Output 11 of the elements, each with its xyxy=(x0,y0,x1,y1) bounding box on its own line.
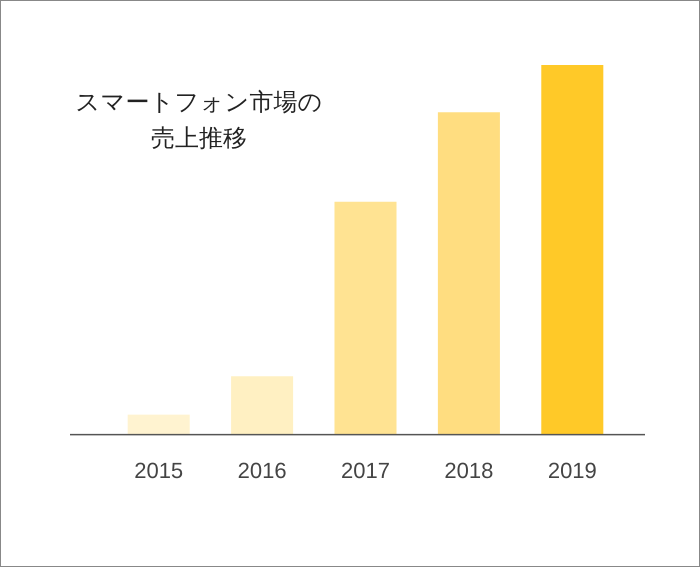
x-tick-label: 2018 xyxy=(444,458,494,483)
bar xyxy=(231,376,294,435)
x-tick-label: 2017 xyxy=(341,458,390,483)
x-tick-label: 2016 xyxy=(238,458,287,483)
bar xyxy=(541,65,604,435)
x-tick-label: 2019 xyxy=(548,458,597,483)
text: スマートフォン市場の売上推移 xyxy=(74,87,324,154)
bar xyxy=(438,112,500,435)
x-tick-label: 2015 xyxy=(134,458,184,483)
bar xyxy=(334,202,397,435)
bar xyxy=(128,414,190,435)
